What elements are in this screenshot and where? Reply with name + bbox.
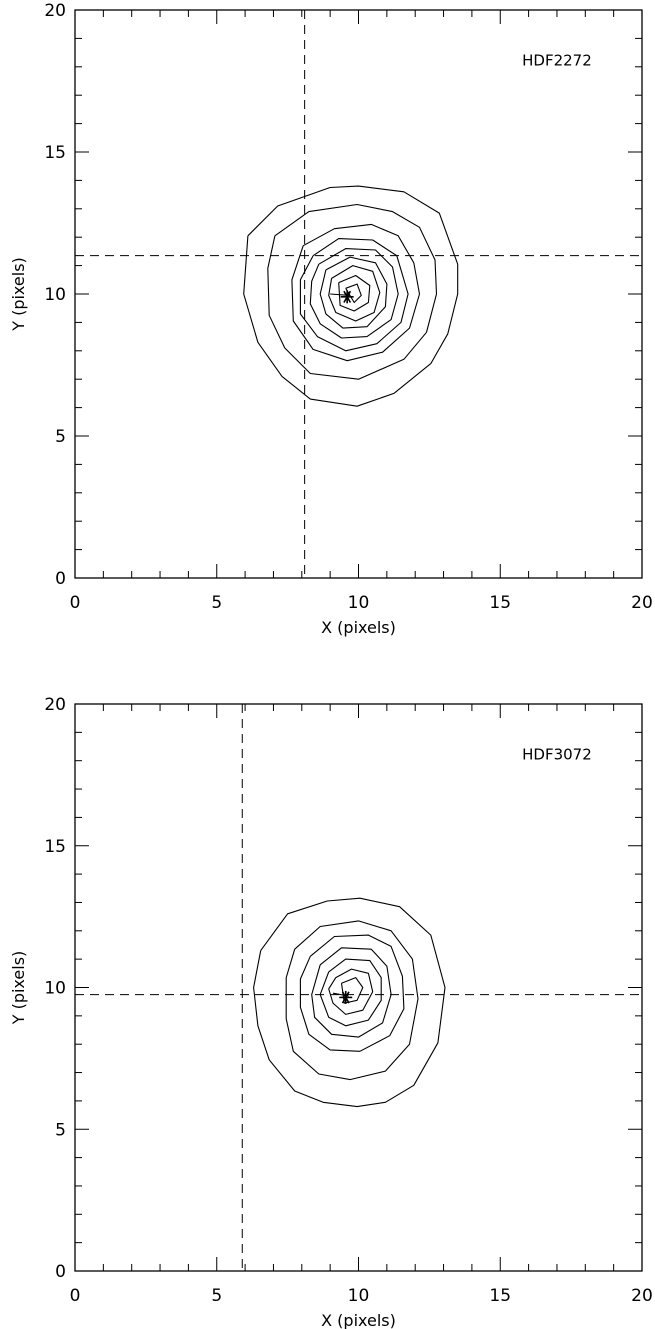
- x-tick-label: 15: [489, 593, 511, 613]
- x-tick-label: 5: [211, 593, 222, 613]
- x-tick-label: 10: [348, 593, 370, 613]
- y-tick-label: 15: [44, 143, 66, 163]
- y-tick-label: 5: [55, 1120, 66, 1140]
- y-tick-label: 20: [44, 695, 66, 715]
- x-tick-label: 0: [70, 1286, 81, 1306]
- y-tick-label: 0: [55, 569, 66, 589]
- y-tick-label: 10: [44, 285, 66, 305]
- contour-line: [319, 256, 388, 329]
- y-tick-label: 20: [44, 1, 66, 21]
- plot-frame: [74, 9, 643, 579]
- contour-line: [243, 185, 459, 407]
- contour-panel-hdf3072: 00 5 5 10 10 15 15 20 20 X (pixels) Y (pixels) HDF3…: [9, 695, 653, 1329]
- contour-line: [267, 203, 438, 380]
- x-tick-label: 0: [70, 593, 81, 613]
- contour-line: [328, 968, 374, 1015]
- y-tick-label: 10: [44, 979, 66, 999]
- object-label: HDF3072: [522, 745, 592, 763]
- contour-line: [299, 238, 409, 352]
- contour-line: [309, 248, 399, 339]
- contour-line: [319, 958, 382, 1027]
- contour-line: [291, 223, 421, 362]
- contour-panel-hdf2272: 00 5 5 10 10 15 15 20 20 X (pixels) Y (pixels) HDF2…: [9, 1, 653, 637]
- x-tick-label: 10: [348, 1286, 370, 1306]
- object-label: HDF2272: [522, 51, 592, 69]
- y-tick-label: 0: [55, 1262, 66, 1282]
- contour-line: [311, 947, 392, 1038]
- contour-line: [299, 934, 405, 1052]
- x-tick-label: 20: [631, 593, 653, 613]
- x-axis-label: X (pixels): [321, 1311, 396, 1329]
- contour-line: [345, 283, 362, 304]
- x-axis-label: X (pixels): [321, 618, 396, 637]
- plot-frame: [74, 703, 643, 1272]
- y-tick-label: 5: [55, 427, 66, 447]
- y-axis-label: Y (pixels): [9, 257, 28, 332]
- x-tick-label: 15: [489, 1286, 511, 1306]
- y-tick-label: 15: [44, 837, 66, 857]
- x-tick-label: 20: [631, 1286, 653, 1306]
- y-axis-label: Y (pixels): [9, 951, 28, 1026]
- x-tick-label: 5: [211, 1286, 222, 1306]
- contour-line: [328, 265, 381, 322]
- contour-line: [338, 274, 371, 312]
- contour-line: [285, 920, 419, 1081]
- contour-line: [253, 897, 446, 1108]
